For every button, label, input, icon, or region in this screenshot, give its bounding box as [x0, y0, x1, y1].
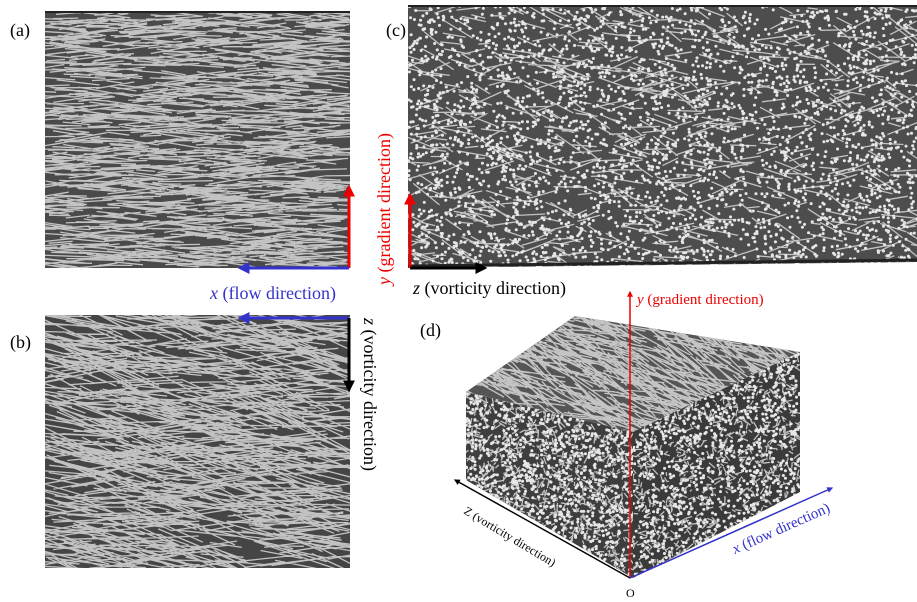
axis-label: y (gradient direction) [374, 133, 395, 287]
axis-label: x (flow direction) [209, 283, 336, 304]
panel-label: (c) [386, 20, 406, 41]
panel-label: (b) [10, 332, 31, 353]
figure: (a) x (flow direction) (b) z (vorticity … [0, 0, 917, 602]
panel-label: (d) [420, 320, 441, 341]
origin-label: O [626, 586, 635, 600]
axis-label: z (vorticity direction) [359, 317, 380, 471]
axis-label: z (vorticity direction) [412, 278, 566, 299]
panel-label: (a) [10, 20, 30, 41]
axis-label: y (gradient direction) [635, 292, 764, 308]
